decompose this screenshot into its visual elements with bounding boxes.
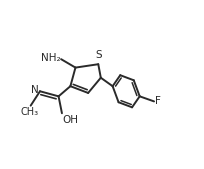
Text: F: F bbox=[155, 96, 161, 106]
Text: S: S bbox=[95, 50, 102, 60]
Text: OH: OH bbox=[62, 115, 78, 125]
Text: CH₃: CH₃ bbox=[21, 107, 39, 117]
Text: N: N bbox=[30, 85, 38, 95]
Text: NH₂: NH₂ bbox=[40, 53, 60, 63]
